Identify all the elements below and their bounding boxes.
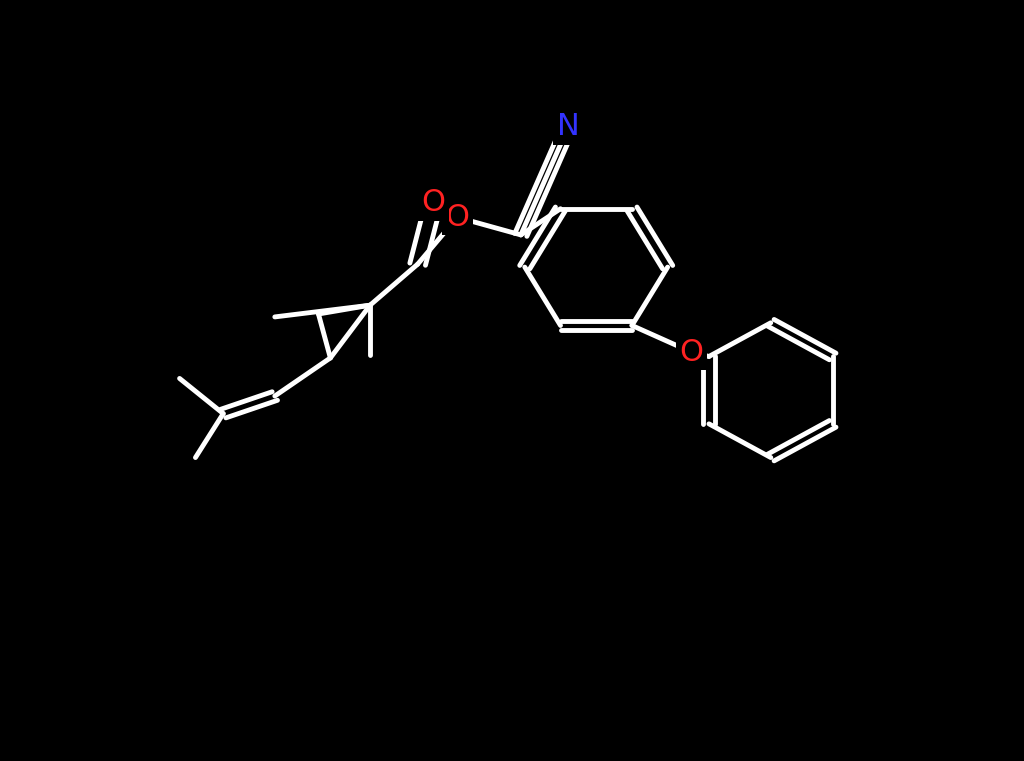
Text: O: O xyxy=(445,202,469,232)
Text: O: O xyxy=(680,338,703,367)
Text: O: O xyxy=(422,188,445,217)
Text: N: N xyxy=(557,112,580,141)
